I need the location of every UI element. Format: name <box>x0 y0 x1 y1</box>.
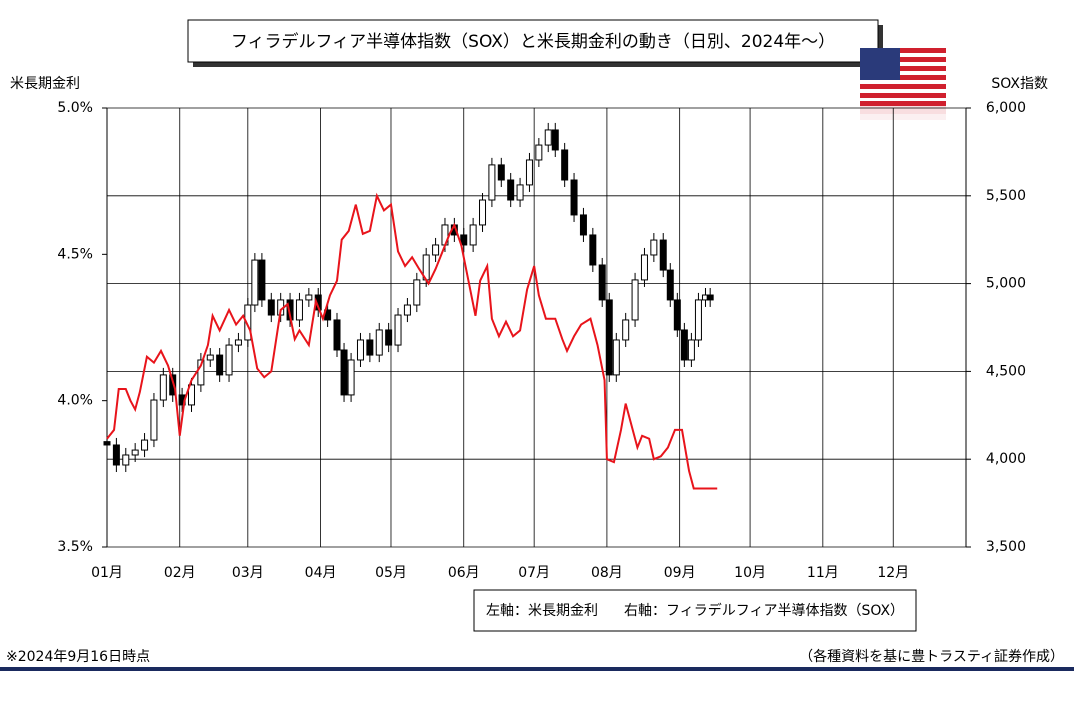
candle-body <box>612 339 620 376</box>
candle-body <box>687 339 695 361</box>
candle-body <box>159 374 167 401</box>
y2-tick-label: 6,000 <box>986 100 1026 116</box>
legend-entry: 左軸：米長期金利 <box>486 603 598 619</box>
x-tick-label: 11月 <box>807 565 839 581</box>
candle-body <box>347 359 355 396</box>
y2-tick-label: 4,000 <box>986 451 1026 467</box>
candle-body <box>497 164 505 181</box>
candle-body <box>150 399 158 441</box>
x-tick-label: 07月 <box>518 565 550 581</box>
yield-line <box>106 192 718 490</box>
candle-body <box>197 359 205 386</box>
candle-body <box>187 384 195 406</box>
y-tick-label: 5.0% <box>57 100 93 116</box>
candle-body <box>394 314 402 346</box>
candle-body <box>375 329 383 356</box>
candle-body <box>103 441 111 446</box>
x-tick-label: 08月 <box>591 565 623 581</box>
y-tick-label: 3.5% <box>57 539 93 555</box>
candle-body <box>469 224 477 246</box>
y2-tick-label: 4,500 <box>986 363 1026 379</box>
candle-body <box>141 439 149 451</box>
x-tick-label: 12月 <box>877 565 909 581</box>
y2-tick-label: 5,000 <box>986 276 1026 292</box>
legend-box <box>473 589 917 632</box>
chart-title: フィラデルフィア半導体指数（SOX）と米長期金利の動き（日別、2024年～） <box>231 31 835 52</box>
candle-body <box>333 319 341 351</box>
candle-body <box>579 214 587 236</box>
candle-body <box>432 244 440 256</box>
x-tick-label: 02月 <box>164 565 196 581</box>
y2-axis-label: SOX指数 <box>991 76 1048 92</box>
y-tick-label: 4.0% <box>57 393 93 409</box>
candle-body <box>225 344 233 376</box>
y2-tick-label: 3,500 <box>986 539 1026 555</box>
candle-body <box>305 294 313 301</box>
candle-body <box>673 299 681 331</box>
candle-body <box>535 144 543 161</box>
candle-body <box>112 444 120 466</box>
x-tick-label: 06月 <box>448 565 480 581</box>
candle-body <box>589 234 597 266</box>
candle-body <box>622 319 630 341</box>
candle-body <box>561 149 569 181</box>
candle-body <box>605 299 613 376</box>
candle-body <box>650 239 658 256</box>
candle-body <box>666 269 674 301</box>
candle-body <box>680 329 688 361</box>
candle-body <box>122 454 130 466</box>
candle-body <box>385 329 393 346</box>
candle-body <box>413 279 421 306</box>
candle-body <box>356 339 364 361</box>
candle-body <box>479 199 487 226</box>
candle-body <box>131 449 139 456</box>
candle-body <box>631 279 639 321</box>
candle-body <box>507 179 515 201</box>
candle-body <box>460 234 468 246</box>
us-flag <box>860 48 946 120</box>
candle-body <box>598 264 606 301</box>
candle-body <box>706 294 714 301</box>
candle-body <box>258 259 266 301</box>
x-tick-label: 04月 <box>305 565 337 581</box>
candle-body <box>244 304 252 341</box>
candle-body <box>251 259 259 306</box>
x-tick-label: 09月 <box>664 565 696 581</box>
note: ※2024年9月16日時点 <box>6 649 150 665</box>
x-tick-label: 10月 <box>734 565 766 581</box>
candle-body <box>659 239 667 271</box>
candle-body <box>295 299 303 321</box>
candle-body <box>267 299 275 316</box>
x-tick-label: 03月 <box>232 565 264 581</box>
candle-body <box>340 349 348 396</box>
y-axis-label: 米長期金利 <box>10 76 80 92</box>
source: （各種資料を基に豊トラスティ証券作成） <box>799 648 1064 665</box>
candle-body <box>544 129 552 146</box>
y-tick-label: 4.5% <box>57 246 93 262</box>
candle-body <box>366 339 374 356</box>
x-tick-label: 01月 <box>91 565 123 581</box>
candle-body <box>640 254 648 281</box>
candle-body <box>216 354 224 376</box>
candle-body <box>403 304 411 316</box>
candle-body <box>551 129 559 151</box>
candle-body <box>570 179 578 216</box>
footer-rule <box>0 667 1074 671</box>
candle-body <box>516 184 524 201</box>
candle-body <box>206 354 214 361</box>
legend-entry: 右軸：フィラデルフィア半導体指数（SOX） <box>624 602 904 619</box>
candle-body <box>694 299 702 341</box>
candle-body <box>488 164 496 201</box>
y2-tick-label: 5,500 <box>986 188 1026 204</box>
title-box <box>187 19 879 63</box>
candle-body <box>169 374 177 396</box>
x-tick-label: 05月 <box>375 565 407 581</box>
candle-body <box>525 159 533 186</box>
candle-body <box>234 339 242 346</box>
